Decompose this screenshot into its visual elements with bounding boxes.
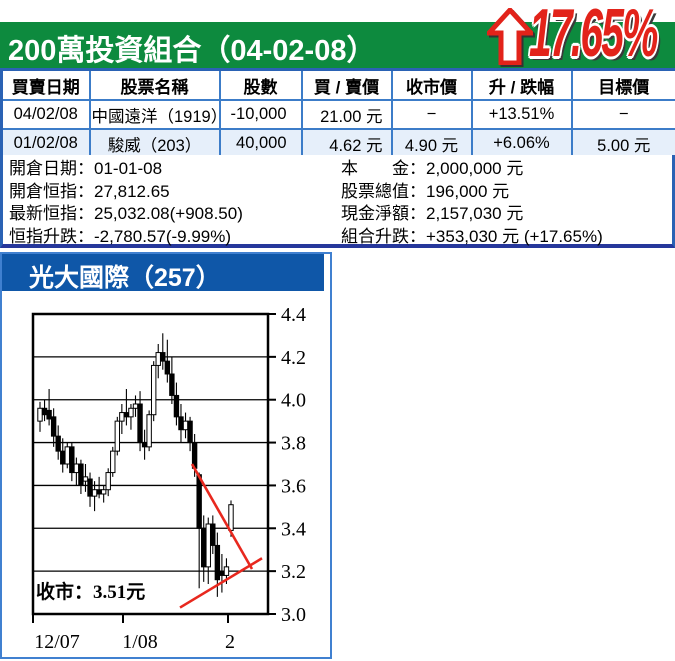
- x-tick-label: 2: [225, 631, 235, 653]
- candle-body: [87, 478, 93, 497]
- chart-stock-title: 光大國際（257）: [29, 264, 221, 292]
- col-header-shares: 股數: [218, 68, 303, 101]
- portfolio-summary: 開倉日期：01-01-08 開倉恒指：27,812.65 最新恒指：25,032…: [0, 155, 675, 248]
- candle-body: [46, 409, 52, 420]
- candle-body: [137, 403, 143, 444]
- candle-body: [182, 420, 189, 431]
- summary-open-date: 開倉日期：01-01-08: [9, 159, 163, 178]
- plot-border: [31, 312, 270, 616]
- cell-buy-sell-price: 21.00 元: [300, 99, 393, 130]
- candlestick-chart: 4.4 4.2 4.0 3.8 3.6 3.4 3.2 3.0 12/07 1/08 2 收市：3.5…: [31, 304, 306, 653]
- col-header-stock-name: 股票名稱: [88, 68, 221, 101]
- cell-change-pct: +13.51%: [470, 99, 573, 130]
- trendline: [190, 463, 254, 570]
- cell-trade-date: 04/02/08: [0, 99, 91, 130]
- candle-body: [150, 364, 157, 416]
- candle-body: [105, 472, 111, 491]
- candle-body: [228, 504, 234, 531]
- cell-stock-name: 駿威（203）: [88, 128, 221, 160]
- col-header-trade-date: 買賣日期: [0, 68, 91, 101]
- candle-body: [123, 412, 130, 418]
- y-tick-label: 4.0: [281, 390, 306, 412]
- candle-body: [155, 352, 161, 366]
- summary-net-cash: 現金淨額：2,157,030 元: [341, 204, 524, 223]
- candle-body: [201, 527, 207, 568]
- candle-body: [223, 566, 230, 576]
- summary-open-hsi: 開倉恒指：27,812.65: [9, 181, 170, 201]
- cell-shares: 40,000: [218, 128, 303, 160]
- candle-body: [100, 489, 107, 495]
- table-row: 04/02/08 中國遠洋（1919） -10,000 21.00 元 − +1…: [0, 99, 675, 130]
- candle-body: [141, 442, 148, 448]
- candle-body: [219, 570, 225, 576]
- cell-buy-sell-price: 4.62 元: [300, 128, 393, 160]
- candle-body: [210, 523, 216, 546]
- stock-chart-card: 光大國際（257） 4.4 4.2 4.0 3.8 3.6 3.4 3.2 3.0 12/07 1…: [0, 252, 332, 659]
- candle-body: [187, 420, 193, 444]
- candle-body: [37, 407, 43, 422]
- summary-capital: 本 金：2,000,000 元: [341, 159, 524, 178]
- candle-body: [128, 407, 134, 418]
- candle-body: [178, 416, 184, 431]
- table-row: 01/02/08 駿威（203） 40,000 4.62 元 4.90 元 +6…: [0, 128, 675, 160]
- portfolio-title: 200萬投資組合（04-02-08）: [8, 35, 376, 67]
- y-tick-label: 3.4: [281, 518, 306, 540]
- cell-stock-name: 中國遠洋（1919）: [88, 99, 221, 130]
- summary-left-column: 開倉日期：01-01-08 開倉恒指：27,812.65 最新恒指：25,032…: [9, 158, 243, 248]
- candle-body: [82, 476, 89, 482]
- cell-shares: -10,000: [218, 99, 303, 130]
- cell-target-price: 5.00 元: [570, 128, 675, 160]
- candle-body: [164, 360, 171, 375]
- col-header-change-pct: 升 / 跌幅: [470, 68, 573, 101]
- candle-body: [96, 489, 102, 495]
- col-header-target-price: 目標價: [570, 68, 675, 101]
- summary-portfolio-change: 組合升跌：+353,030 元 (+17.65%): [341, 226, 603, 246]
- candle-body: [50, 416, 57, 437]
- x-tick-label: 12/07: [34, 631, 80, 653]
- chart-title-bar: 光大國際（257）: [2, 254, 324, 292]
- candle-body: [41, 407, 48, 416]
- holdings-table: 買賣日期 股票名稱 股數 買 / 賣價 收市價 升 / 跌幅 目標價 04/02…: [0, 68, 675, 160]
- candle-body: [205, 523, 211, 568]
- y-tick-label: 3.2: [281, 561, 306, 583]
- portfolio-header-bar: 200萬投資組合（04-02-08）: [0, 22, 675, 68]
- candle-body: [114, 420, 121, 452]
- y-tick-label: 3.8: [281, 433, 306, 455]
- summary-hsi-change: 恒指升跌：-2,780.57(-9.99%): [9, 226, 232, 246]
- candle-body: [196, 474, 202, 529]
- y-tick-label: 4.4: [281, 304, 306, 326]
- y-tick-label: 3.6: [281, 475, 306, 497]
- table-header-row: 買賣日期 股票名稱 股數 買 / 賣價 收市價 升 / 跌幅 目標價: [0, 68, 675, 101]
- candle-body: [169, 373, 175, 396]
- candle-body: [132, 403, 139, 409]
- cell-close-price: −: [390, 99, 473, 130]
- candle-body: [64, 446, 70, 465]
- candle-body: [69, 446, 75, 474]
- x-tick-label: 1/08: [122, 631, 158, 653]
- candle-body: [146, 414, 152, 448]
- y-tick-label: 4.2: [281, 347, 306, 369]
- summary-stock-value: 股票總值：196,000 元: [341, 181, 510, 201]
- candle-body: [110, 450, 116, 474]
- candle-body: [78, 463, 84, 486]
- cell-trade-date: 01/02/08: [0, 128, 91, 160]
- col-header-buy-sell-price: 買 / 賣價: [300, 68, 393, 101]
- col-header-close-price: 收市價: [390, 68, 473, 101]
- candle-body: [173, 394, 180, 418]
- candle-body: [91, 489, 98, 497]
- y-tick-label: 3.0: [281, 604, 306, 626]
- candle-body: [55, 435, 61, 452]
- candle-body: [73, 463, 80, 474]
- cell-target-price: −: [570, 99, 675, 130]
- trendline: [179, 557, 263, 609]
- candle-body: [119, 412, 125, 422]
- summary-latest-hsi: 最新恒指：25,032.08(+908.50): [9, 204, 243, 223]
- candle-body: [214, 544, 221, 581]
- summary-right-column: 本 金：2,000,000 元 股票總值：196,000 元 現金淨額：2,15…: [341, 158, 603, 248]
- close-price-label: 收市：3.51元: [36, 580, 145, 603]
- candle-body: [60, 450, 66, 465]
- candle-body: [160, 352, 166, 362]
